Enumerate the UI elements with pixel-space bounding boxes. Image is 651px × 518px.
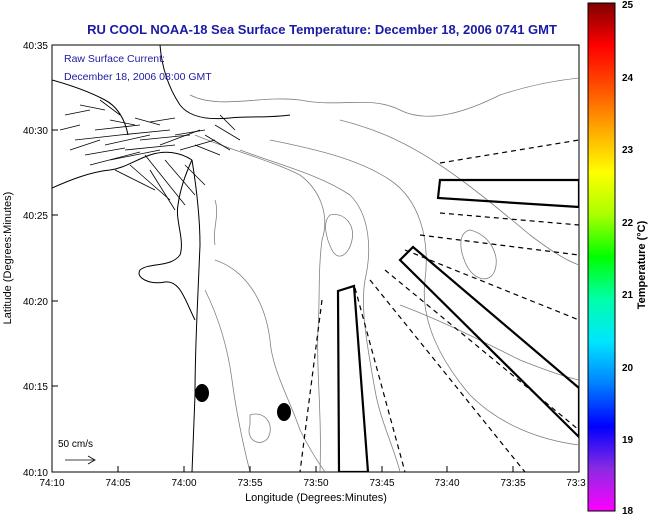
current-vector <box>59 124 81 131</box>
y-tick-label: 40:10 <box>23 468 48 479</box>
colorbar-tick-label: 20 <box>622 363 634 374</box>
x-tick-label: 73:35 <box>500 478 525 489</box>
transect-boxes <box>336 178 579 472</box>
colorbar-label: Temperature (°C) <box>636 220 648 309</box>
dashed-line <box>439 139 579 164</box>
dashed-line <box>384 269 579 431</box>
current-vector <box>184 164 206 186</box>
x-tick-label: 74:10 <box>39 478 64 489</box>
current-vector <box>164 159 196 196</box>
y-axis: 40:35 40:30 40:25 40:20 40:15 40:10 <box>23 41 58 479</box>
current-vector <box>74 134 121 141</box>
current-vector <box>69 139 101 151</box>
colorbar-tick-label: 23 <box>622 145 634 156</box>
contour-line <box>239 149 401 472</box>
current-vector <box>129 164 171 201</box>
map-content <box>52 45 579 472</box>
x-tick-label: 74:00 <box>171 478 196 489</box>
station-marker <box>195 384 209 402</box>
x-axis: 74:10 74:05 74:00 73:55 73:50 73:45 73:4… <box>39 466 586 489</box>
current-label-line1: Raw Surface Current: <box>64 53 165 65</box>
dashed-lines <box>299 139 579 472</box>
current-vector <box>114 169 156 191</box>
coastline-bay <box>138 159 196 321</box>
current-vector <box>179 139 216 151</box>
colorbar <box>587 2 616 512</box>
current-vector <box>139 134 191 141</box>
current-vector <box>149 169 176 211</box>
current-vector <box>104 134 151 146</box>
contour-line <box>460 229 497 280</box>
current-vector <box>94 124 141 131</box>
coastline-new-jersey <box>191 159 201 472</box>
current-vector <box>159 129 201 146</box>
current-vector <box>109 119 136 126</box>
x-axis-label: Longitude (Degrees:Minutes) <box>245 492 387 504</box>
scale-arrow-head <box>87 455 96 465</box>
current-vector <box>194 144 221 156</box>
transect-box-southeast <box>398 245 579 439</box>
x-tick-label: 73:45 <box>369 478 394 489</box>
current-vector <box>134 117 161 126</box>
current-vector <box>99 99 121 116</box>
colorbar-tick-label: 24 <box>622 73 634 84</box>
contour-line <box>194 134 326 472</box>
y-tick-label: 40:30 <box>23 126 48 137</box>
coastline-staten <box>52 151 193 189</box>
station-marker <box>277 403 291 421</box>
x-tick-label: 73:50 <box>303 478 328 489</box>
dashed-line <box>354 287 406 472</box>
colorbar-ticks: 25 24 23 22 21 20 19 18 <box>622 0 634 517</box>
y-tick-label: 40:25 <box>23 211 48 222</box>
contour-line <box>269 139 579 446</box>
current-vector <box>124 144 176 151</box>
map-frame <box>51 44 580 473</box>
current-vector <box>149 117 176 123</box>
y-axis-label: Latitude (Degrees:Minutes) <box>2 192 14 325</box>
current-vector <box>89 151 141 166</box>
colorbar-tick-label: 19 <box>622 435 634 446</box>
current-vector <box>144 154 186 206</box>
current-vector <box>79 104 106 111</box>
y-tick-label: 40:15 <box>23 382 48 393</box>
colorbar-tick-label: 21 <box>622 290 634 301</box>
transect-box-east <box>436 178 579 209</box>
contour-line <box>325 214 353 257</box>
contour-line <box>214 259 326 472</box>
figure-title: RU COOL NOAA-18 Sea Surface Temperature:… <box>87 22 557 37</box>
dashed-line <box>404 249 579 321</box>
current-label-line2: December 18, 2006 08:00 GMT <box>64 71 212 83</box>
colorbar-tick-label: 22 <box>622 218 634 229</box>
colorbar-tick-label: 25 <box>622 0 634 11</box>
coastline-long-island <box>159 45 291 120</box>
current-vector <box>119 129 171 136</box>
current-vector <box>64 109 91 116</box>
y-tick-label: 40:20 <box>23 297 48 308</box>
x-tick-label: 73:55 <box>237 478 262 489</box>
x-tick-label: 73:3 <box>566 478 586 489</box>
current-vector <box>204 134 231 151</box>
current-vector <box>84 147 126 156</box>
coastline <box>52 45 291 472</box>
contour-line <box>339 119 579 266</box>
contour-line <box>204 289 251 472</box>
surface-current-vectors <box>59 99 241 211</box>
current-vector <box>214 124 241 141</box>
x-tick-label: 73:40 <box>434 478 459 489</box>
scale-label: 50 cm/s <box>58 439 93 450</box>
colorbar-tick-label: 18 <box>622 506 634 517</box>
y-tick-label: 40:35 <box>23 41 48 52</box>
current-vector <box>219 114 236 131</box>
contour-line <box>213 199 218 246</box>
contour-line <box>248 413 271 443</box>
dashed-line <box>299 299 323 472</box>
x-tick-label: 74:05 <box>105 478 130 489</box>
current-vector <box>109 149 161 161</box>
transect-box-south <box>336 284 370 472</box>
contour-line <box>189 77 579 117</box>
current-vector <box>174 129 206 136</box>
